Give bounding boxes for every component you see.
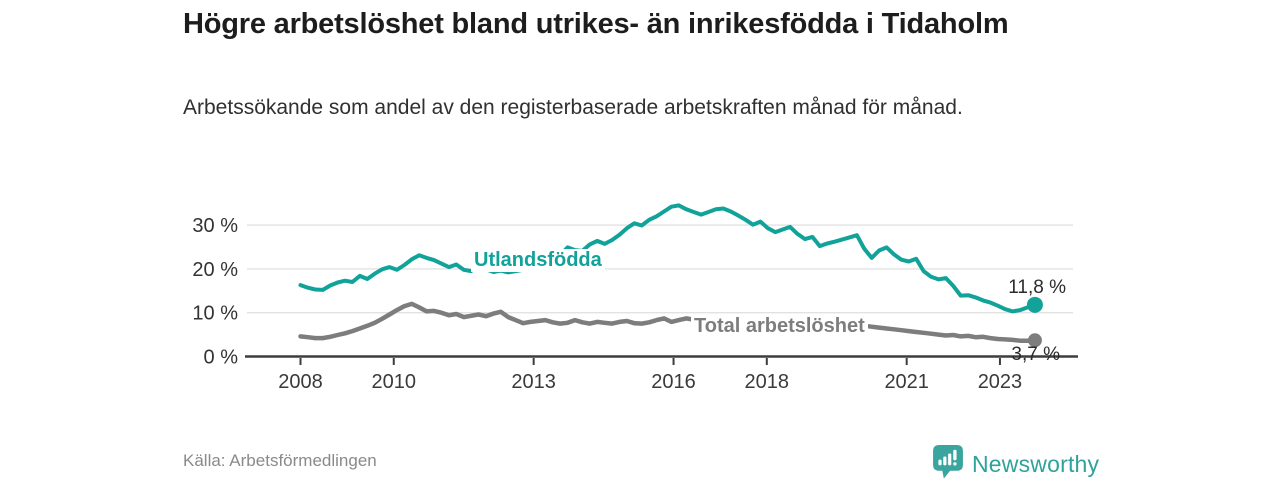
newsworthy-pin-barchart-icon — [933, 445, 963, 480]
series-label-utlandsfodda: Utlandsfödda — [471, 249, 605, 272]
series-line-total-arbetsloshet — [298, 301, 1038, 343]
x-axis-tick-label: 2010 — [372, 371, 417, 393]
page-title: Högre arbetslöshet bland utrikes- än inr… — [183, 8, 1009, 40]
y-axis-tick-label: 20 % — [192, 259, 238, 281]
end-value-label-total: 3,7 % — [1011, 344, 1060, 365]
y-axis-tick-label: 30 % — [192, 215, 238, 237]
brand-logo: Newsworthy — [933, 445, 1099, 480]
series-label-total-arbetsloshet: Total arbetslöshet — [691, 315, 868, 338]
brand-wordmark: Newsworthy — [972, 451, 1100, 477]
chart-subtitle: Arbetssökande som andel av den registerb… — [183, 96, 963, 119]
source-note: Källa: Arbetsförmedlingen — [183, 451, 377, 470]
end-value-label-utlandsfodda: 11,8 % — [1008, 277, 1066, 298]
x-axis-tick-label: 2023 — [978, 371, 1023, 393]
y-axis-tick-label: 10 % — [192, 303, 238, 325]
x-axis-tick-label: 2018 — [745, 371, 790, 393]
series-end-dot-utlandsfodda — [1026, 296, 1043, 313]
x-axis-tick-label: 2021 — [884, 371, 929, 393]
x-axis-tick-label: 2013 — [511, 371, 556, 393]
x-axis-tick-label: 2008 — [278, 371, 323, 393]
series-line-utlandsfodda — [298, 203, 1037, 314]
series-end-dot-total-arbetsloshet — [1027, 333, 1042, 348]
y-axis-tick-label: 0 % — [204, 347, 239, 369]
x-axis-tick-label: 2016 — [651, 371, 696, 393]
